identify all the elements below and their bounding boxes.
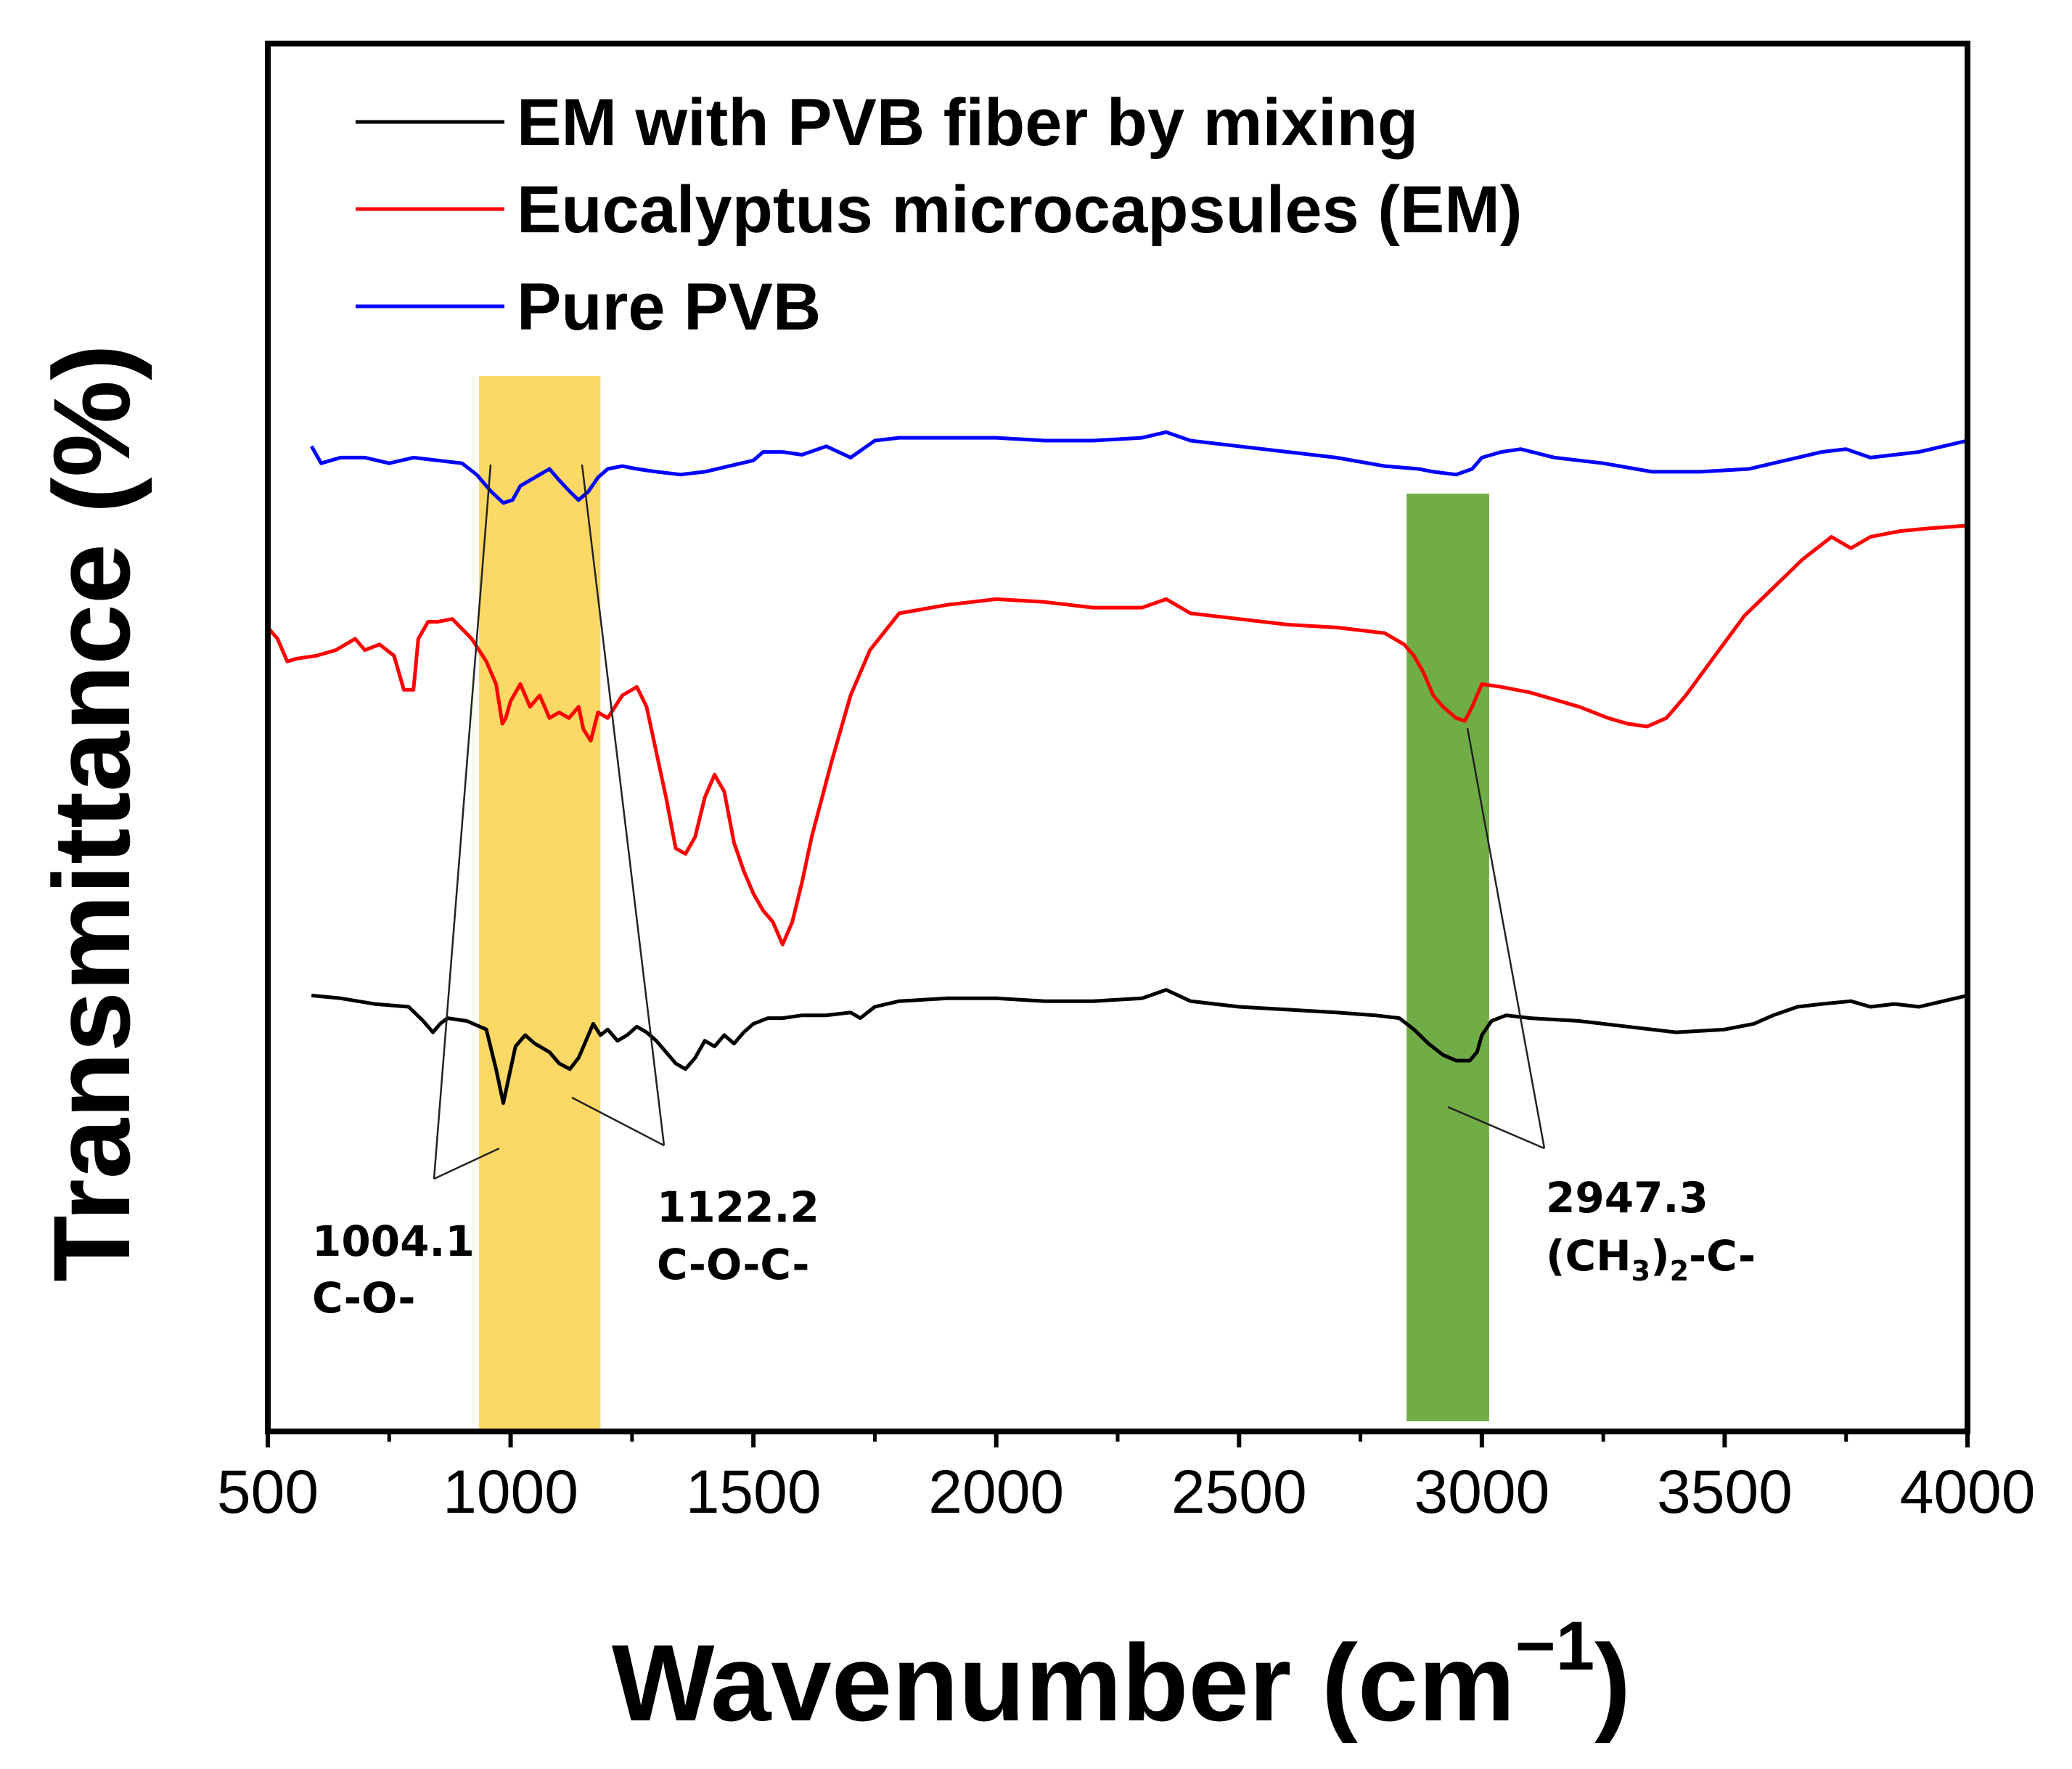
x-tick-label-4000: 4000: [1900, 1458, 2036, 1526]
x-tick-label-3500: 3500: [1657, 1458, 1793, 1526]
x-axis-title-superscript: −1: [1515, 1607, 1594, 1685]
x-tick-label-500: 500: [217, 1458, 319, 1526]
leader-1122-blue: [581, 464, 666, 1146]
x-axis-title: Wavenumber (cm−1): [612, 1607, 1631, 1744]
yellow-band: [479, 376, 601, 1429]
green-band: [1406, 494, 1489, 1421]
series-pure-pvb-line: [310, 430, 1968, 505]
leader-1004-black: [433, 1147, 500, 1180]
leader-2947-black: [1447, 1106, 1545, 1150]
series-lines: [266, 430, 1968, 1106]
formula-sub1: 3: [1631, 1255, 1650, 1287]
highlight-bands: [479, 376, 1489, 1429]
x-tick-label-1500: 1500: [686, 1458, 822, 1526]
formula-close: ): [1650, 1231, 1670, 1280]
y-axis-title: Transmittance (%): [30, 344, 152, 1282]
legend-label-black: EM with PVB fiber by mixing: [517, 86, 1418, 160]
leader-1004-blue: [433, 464, 492, 1180]
annotation-2947-value: 2947.3: [1546, 1173, 1708, 1222]
annotation-leader-lines: [433, 464, 1546, 1180]
legend: EM with PVB fiber by mixing Eucalyptus m…: [356, 86, 1523, 344]
x-tick-label-2000: 2000: [928, 1458, 1064, 1526]
x-axis-title-main: Wavenumber (cm: [612, 1622, 1515, 1744]
x-tick-label-1000: 1000: [443, 1458, 578, 1526]
annotation-1004-value: 1004.1: [312, 1217, 475, 1266]
annotation-1122-group: C-O-C-: [657, 1240, 809, 1289]
annotation-1122-value: 1122.2: [657, 1182, 819, 1232]
x-tick-label-2500: 2500: [1171, 1458, 1307, 1526]
series-em-pvb-fiber-line: [311, 988, 1968, 1106]
leader-1122-black: [571, 1096, 665, 1147]
formula-open: (CH: [1546, 1231, 1631, 1280]
x-axis-ticks: 500 1000 1500 2000 2500 3000 3500 4000: [217, 1431, 2036, 1526]
formula-tail: -C-: [1689, 1231, 1756, 1280]
annotation-1004-group: C-O-: [312, 1273, 415, 1323]
legend-label-blue: Pure PVB: [517, 270, 821, 344]
series-eucalyptus-microcapsules-line: [266, 523, 1968, 947]
formula-sub2: 2: [1670, 1255, 1689, 1287]
leader-2947-red: [1466, 727, 1546, 1149]
legend-label-red: Eucalyptus microcapsules (EM): [517, 173, 1523, 247]
x-tick-label-3000: 3000: [1414, 1458, 1549, 1526]
annotation-2947-group: (CH3)2-C-: [1546, 1231, 1756, 1287]
x-axis-title-close: ): [1594, 1622, 1631, 1744]
